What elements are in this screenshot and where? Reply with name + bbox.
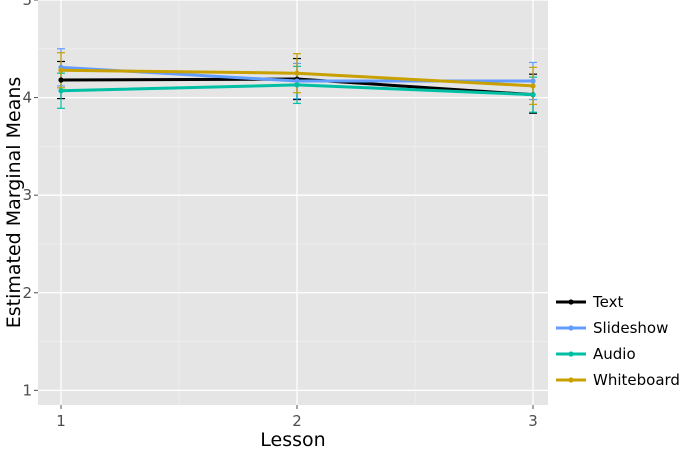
y-tick-label: 5 xyxy=(22,0,32,9)
x-tick-label: 3 xyxy=(528,412,538,430)
x-axis-ticks: 1 2 3 xyxy=(56,405,538,430)
legend: Text Slideshow Audio Whiteboard xyxy=(556,293,680,389)
plot-panel xyxy=(38,0,548,405)
data-point xyxy=(530,92,536,98)
legend-label: Text xyxy=(592,293,623,311)
x-tick-label: 1 xyxy=(56,412,66,430)
y-tick-label: 2 xyxy=(22,284,32,302)
legend-key-point xyxy=(568,299,574,305)
legend-label: Audio xyxy=(593,345,636,363)
x-axis-title: Lesson xyxy=(260,429,325,450)
data-point xyxy=(58,77,64,83)
y-axis-ticks: 1 2 3 4 5 xyxy=(22,0,38,399)
x-tick-label: 2 xyxy=(292,412,302,430)
legend-label: Whiteboard xyxy=(593,371,680,389)
y-tick-label: 1 xyxy=(22,381,32,399)
data-points xyxy=(58,64,536,98)
data-point xyxy=(58,88,64,94)
y-axis-title: Estimated Marginal Means xyxy=(3,77,25,329)
data-point xyxy=(530,78,536,84)
legend-label: Slideshow xyxy=(593,319,668,337)
y-tick-label: 4 xyxy=(22,89,32,107)
data-point xyxy=(530,83,536,89)
data-point xyxy=(294,82,300,88)
legend-key-point xyxy=(568,377,574,383)
legend-key-point xyxy=(568,351,574,357)
legend-key-point xyxy=(568,325,574,331)
y-tick-label: 3 xyxy=(22,186,32,204)
data-point xyxy=(294,70,300,76)
data-point xyxy=(58,67,64,73)
data-point xyxy=(294,78,300,84)
